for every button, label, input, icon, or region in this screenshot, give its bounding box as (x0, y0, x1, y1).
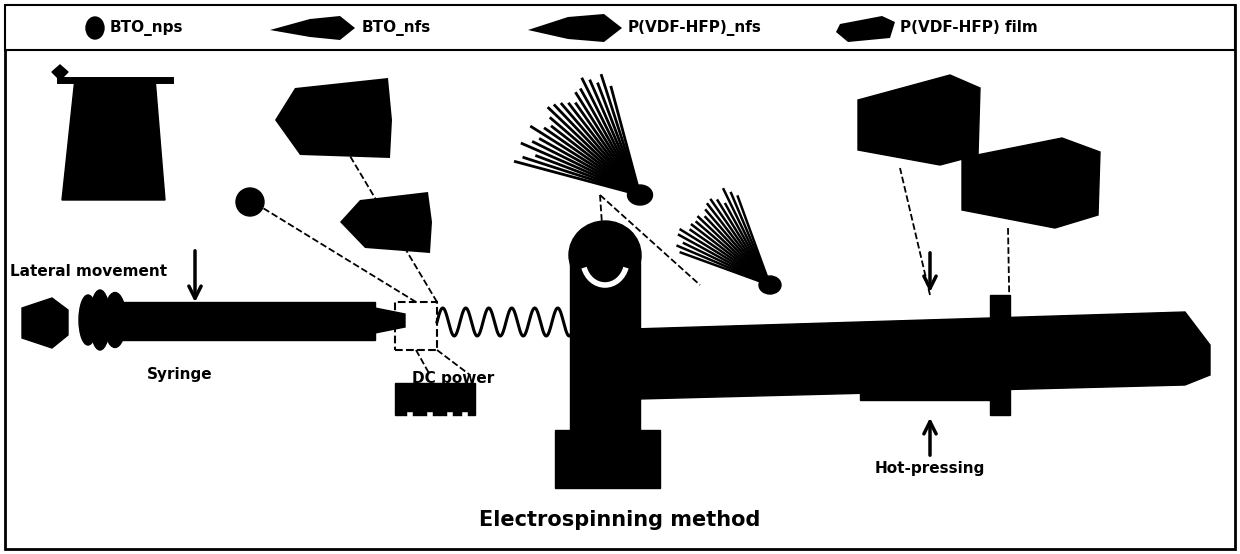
Polygon shape (374, 308, 405, 333)
Text: BTO_nfs: BTO_nfs (362, 20, 432, 36)
Ellipse shape (104, 293, 126, 347)
Text: DC power: DC power (412, 371, 494, 386)
Text: Lateral movement: Lateral movement (10, 264, 167, 280)
Polygon shape (22, 298, 68, 348)
Bar (5, 5, 1235, 50)
Ellipse shape (86, 17, 104, 39)
Polygon shape (270, 16, 355, 40)
Polygon shape (836, 16, 895, 42)
Ellipse shape (627, 185, 652, 205)
Text: P(VDF-HFP)_nfs: P(VDF-HFP)_nfs (627, 20, 761, 36)
Polygon shape (62, 78, 165, 200)
Polygon shape (340, 192, 432, 253)
Text: Hot-pressing: Hot-pressing (874, 460, 986, 475)
Polygon shape (600, 312, 1210, 400)
Bar (396, 383, 475, 415)
Polygon shape (570, 255, 640, 430)
Polygon shape (556, 430, 660, 488)
Polygon shape (962, 138, 1100, 228)
Ellipse shape (569, 221, 641, 289)
Bar (86, 302, 374, 340)
Text: P(VDF-HFP) film: P(VDF-HFP) film (900, 20, 1038, 35)
Ellipse shape (759, 276, 781, 294)
Polygon shape (528, 14, 622, 42)
Text: Electrospinning method: Electrospinning method (480, 510, 760, 530)
Polygon shape (52, 65, 68, 80)
Ellipse shape (79, 295, 97, 345)
Text: BTO_nps: BTO_nps (110, 20, 184, 36)
Ellipse shape (236, 188, 264, 216)
Ellipse shape (91, 290, 110, 350)
Text: Syringe: Syringe (148, 367, 213, 382)
Polygon shape (861, 295, 1011, 415)
Polygon shape (858, 75, 980, 165)
Polygon shape (275, 78, 392, 158)
Bar (396, 302, 436, 350)
